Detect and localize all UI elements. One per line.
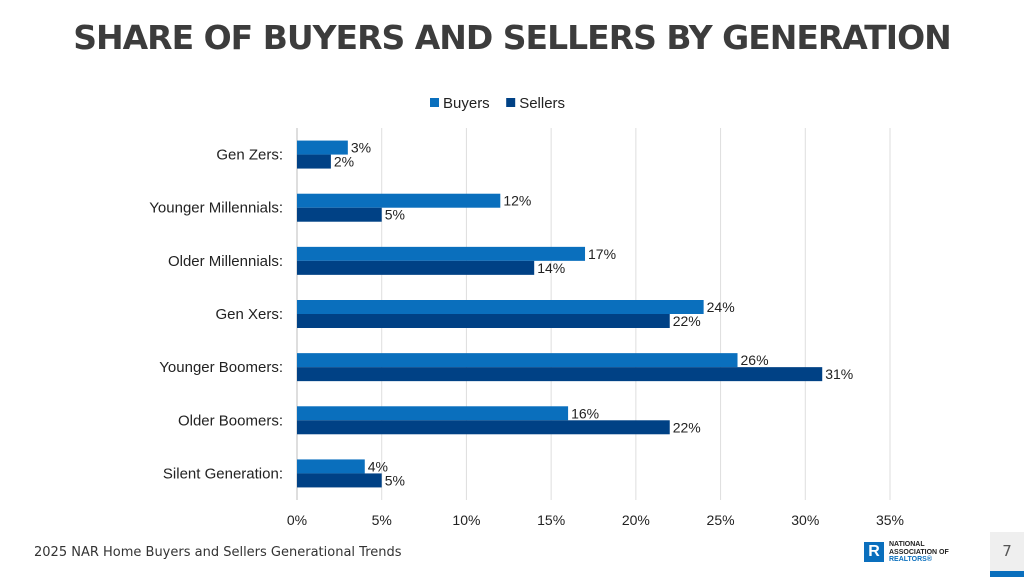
bar-buyers: [297, 246, 586, 261]
data-label: 5%: [385, 207, 405, 223]
bar-sellers: [297, 473, 382, 488]
realtor-r-icon: R: [864, 542, 884, 563]
data-label: 4%: [368, 458, 388, 474]
bar-buyers: [297, 193, 501, 208]
bar-sellers: [297, 367, 823, 382]
bar-chart: 0% 5% 10% 15% 20% 25% 30% 35% Buyers Sellers Gen Z…: [149, 95, 904, 528]
x-tick-label: 20%: [622, 512, 650, 528]
source-footer: 2025 NAR Home Buyers and Sellers Generat…: [34, 545, 402, 560]
page-accent-bar: [990, 571, 1024, 577]
data-label: 22%: [673, 313, 701, 329]
category-label: Older Millennials:: [168, 253, 283, 270]
category-label: Older Boomers:: [178, 412, 283, 429]
category-label: Younger Millennials:: [149, 200, 283, 217]
data-label: 31%: [825, 366, 853, 382]
bar-buyers: [297, 459, 365, 474]
x-tick-label: 5%: [372, 512, 392, 528]
bar-sellers: [297, 314, 670, 328]
x-tick-label: 25%: [707, 512, 735, 528]
category-label: Gen Zers:: [216, 147, 283, 164]
data-label: 17%: [588, 246, 616, 262]
bar-buyers: [297, 140, 348, 155]
data-label: 22%: [673, 419, 701, 435]
bar-sellers: [297, 154, 331, 169]
data-label: 5%: [385, 472, 405, 488]
page-indicator: 7: [990, 532, 1024, 577]
data-label: 16%: [571, 405, 599, 421]
data-label: 2%: [334, 154, 354, 170]
data-label: 12%: [503, 193, 531, 209]
bar-sellers: [297, 207, 382, 222]
data-label: 3%: [351, 140, 371, 156]
legend-swatch: [506, 98, 516, 107]
category-label: Gen Xers:: [215, 306, 283, 323]
legend-swatch: [430, 98, 439, 107]
nar-logo: R NATIONAL ASSOCIATION OF REALTORS®: [864, 541, 949, 564]
data-label: 14%: [537, 260, 565, 276]
bar-sellers: [297, 260, 535, 275]
legend-label: Buyers: [443, 95, 490, 112]
x-tick-label: 30%: [791, 512, 819, 528]
x-tick-label: 10%: [452, 512, 480, 528]
chart-title: SHARE OF BUYERS AND SELLERS BY GENERATIO…: [73, 18, 952, 57]
bar-buyers: [297, 406, 569, 421]
bar-sellers: [297, 420, 670, 435]
x-tick-label: 0%: [287, 512, 307, 528]
category-label: Younger Boomers:: [159, 359, 283, 376]
bar-buyers: [297, 353, 738, 368]
category-label: Silent Generation:: [163, 465, 283, 482]
data-label: 26%: [741, 352, 769, 368]
page-number: 7: [1002, 542, 1012, 560]
bar-buyers: [297, 300, 704, 314]
legend-label: Sellers: [519, 95, 565, 112]
data-label: 24%: [707, 299, 735, 315]
x-tick-label: 15%: [537, 512, 565, 528]
x-tick-label: 35%: [876, 512, 904, 528]
